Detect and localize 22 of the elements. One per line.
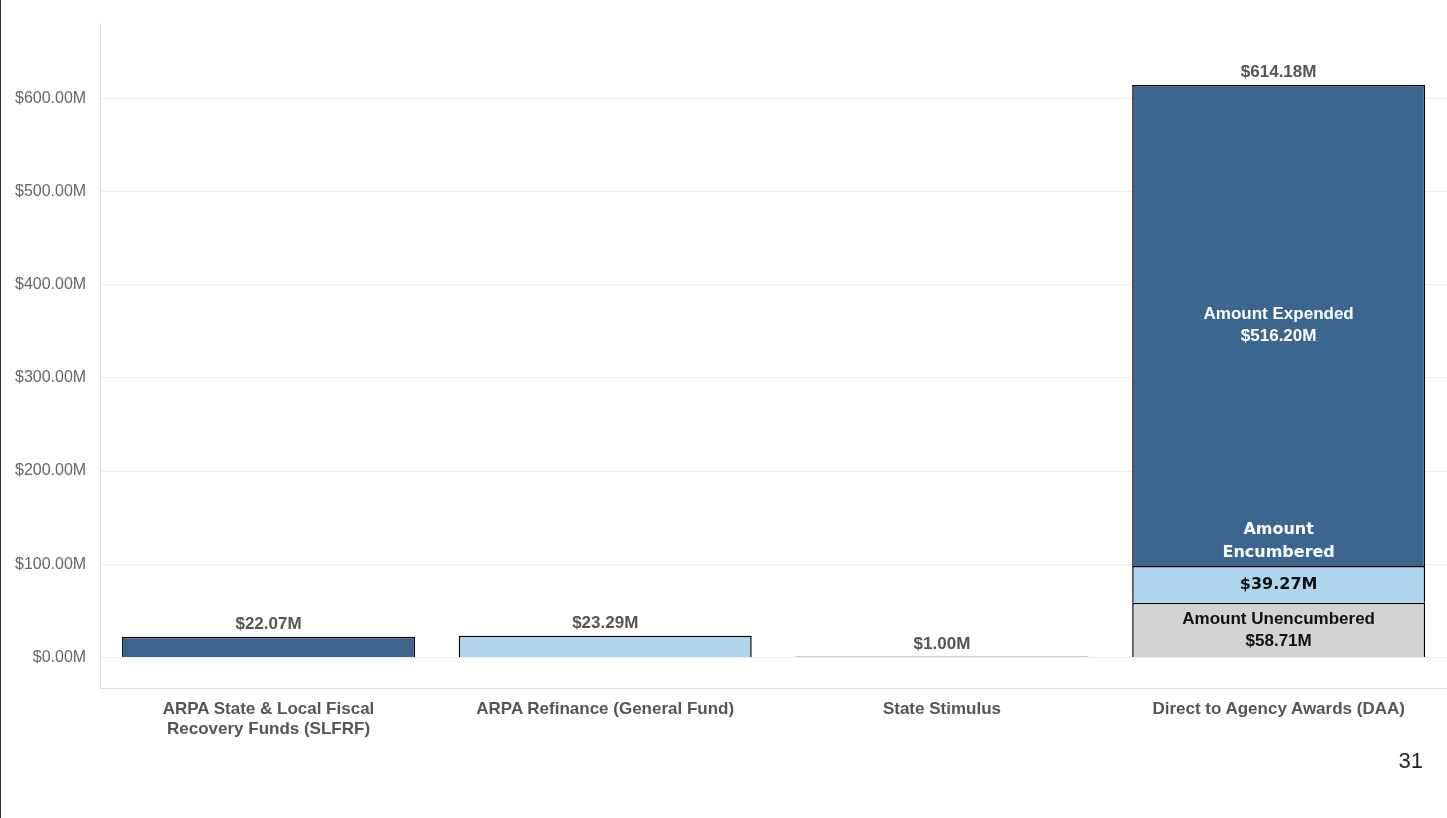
series-label: Amount Expended — [1203, 304, 1354, 324]
series-label: Amount Unencumbered — [1182, 608, 1375, 628]
y-tick-label: $500.00M — [14, 181, 87, 199]
series-label: Amount Encumbered — [1222, 519, 1335, 562]
total-label: $1.00M — [913, 633, 971, 653]
data-label: $39.27M — [1239, 573, 1318, 593]
y-tick-label: $300.00M — [14, 368, 87, 386]
y-tick-label: $600.00M — [14, 88, 87, 106]
y-tick-label: $0.00M — [32, 647, 87, 665]
y-tick-label: $200.00M — [14, 461, 87, 479]
x-tick-label: State Stimulus — [882, 699, 1001, 719]
y-tick-label: $100.00M — [14, 554, 87, 572]
x-tick-label: ARPA State & Local Fiscal Recovery Funds (SLFRF) — [162, 699, 375, 739]
data-label: $516.20M — [1240, 326, 1317, 346]
data-label: $58.71M — [1245, 630, 1312, 650]
y-tick-label: $400.00M — [14, 275, 87, 292]
x-tick-label: ARPA Refinance (General Fund) — [476, 699, 735, 719]
text: 31 — [1398, 748, 1423, 774]
total-label: $23.29M — [572, 612, 639, 632]
x-tick-label: Direct to Agency Awards (DAA) — [1152, 699, 1405, 719]
total-label: $614.18M — [1240, 62, 1317, 82]
total-label: $22.07M — [235, 614, 302, 634]
